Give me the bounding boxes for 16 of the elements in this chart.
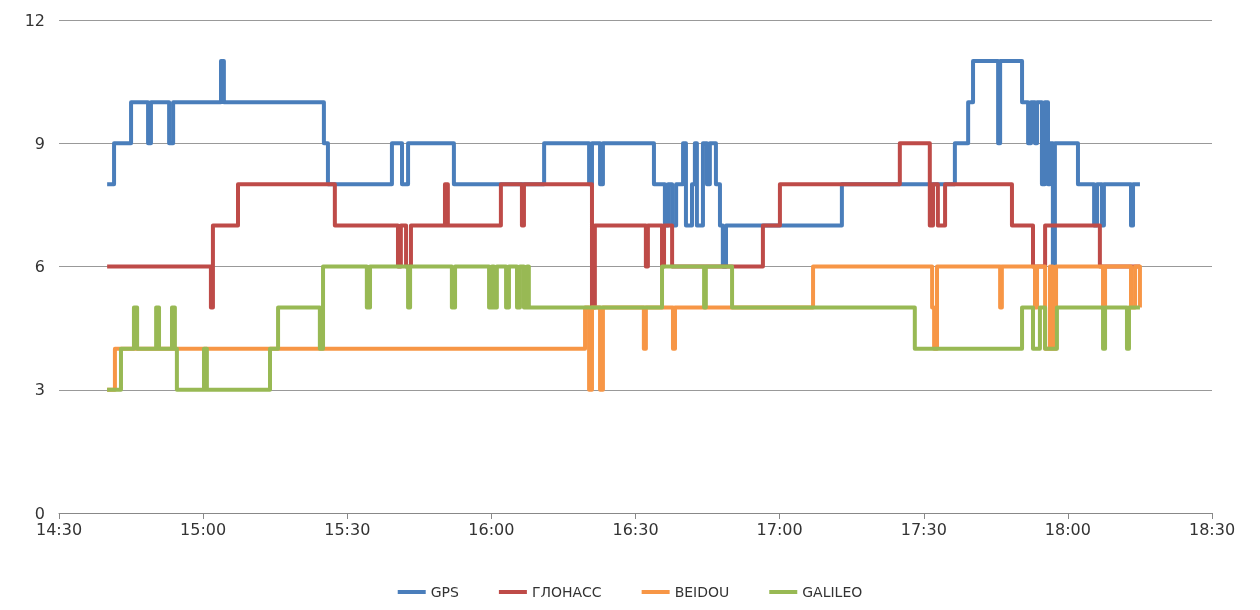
x-tick-label: 15:30 <box>324 519 371 539</box>
y-tick-label: 9 <box>34 133 45 153</box>
legend-label: BEIDOU <box>674 584 730 600</box>
x-tick-label: 16:30 <box>612 519 659 539</box>
x-tick-label: 18:30 <box>1188 519 1236 539</box>
legend-label: ГЛОНАСС <box>531 584 602 600</box>
x-tick-label: 16:00 <box>468 519 515 539</box>
x-tick-label: 17:30 <box>900 519 947 539</box>
x-tick-label: 18:00 <box>1044 519 1091 539</box>
legend-label: GPS <box>430 584 460 600</box>
legend-label: GALILEO <box>802 584 863 600</box>
x-tick-label: 17:00 <box>756 519 803 539</box>
y-tick-label: 12 <box>24 10 45 30</box>
x-tick-label: 15:00 <box>180 519 227 539</box>
y-tick-label: 3 <box>34 380 45 400</box>
y-tick-label: 6 <box>34 257 45 276</box>
